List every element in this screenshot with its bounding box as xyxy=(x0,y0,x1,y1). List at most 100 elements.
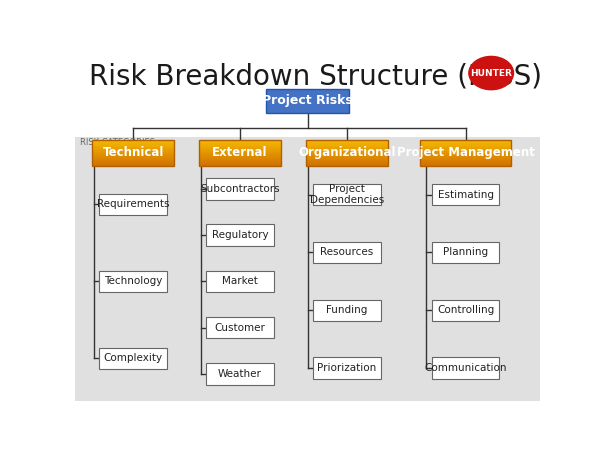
Bar xyxy=(92,140,174,166)
Bar xyxy=(199,154,281,155)
Bar xyxy=(92,161,174,162)
Bar xyxy=(420,140,511,166)
Bar xyxy=(420,163,511,164)
Bar xyxy=(420,159,511,161)
Bar xyxy=(307,151,388,152)
Bar xyxy=(92,144,174,145)
Bar xyxy=(313,184,381,205)
Bar xyxy=(199,151,281,152)
Text: Project
Dependencies: Project Dependencies xyxy=(310,184,384,206)
Bar xyxy=(206,178,274,200)
Bar xyxy=(307,146,388,147)
Bar xyxy=(199,164,281,165)
Bar xyxy=(266,89,349,113)
Bar xyxy=(199,158,281,159)
Text: Estimating: Estimating xyxy=(437,189,494,200)
Bar xyxy=(199,159,281,161)
Bar xyxy=(307,163,388,164)
Text: Customer: Customer xyxy=(215,323,266,333)
Bar xyxy=(199,160,281,162)
Bar xyxy=(199,148,281,149)
Bar xyxy=(420,158,511,159)
Bar xyxy=(420,145,511,146)
Bar xyxy=(307,142,388,143)
Bar xyxy=(92,155,174,156)
Bar xyxy=(420,157,511,158)
Text: Risk Breakdown Structure (RiBS): Risk Breakdown Structure (RiBS) xyxy=(89,63,542,90)
Bar xyxy=(420,154,511,155)
Bar xyxy=(199,157,281,158)
Text: External: External xyxy=(212,146,268,159)
Bar xyxy=(307,144,388,145)
Bar xyxy=(199,146,281,147)
Bar xyxy=(420,152,511,153)
Bar xyxy=(307,159,388,160)
Text: Organizational: Organizational xyxy=(298,146,396,159)
Bar xyxy=(92,164,174,165)
Bar xyxy=(199,159,281,160)
Bar xyxy=(92,165,174,166)
Text: Regulatory: Regulatory xyxy=(212,230,268,240)
Bar xyxy=(307,141,388,142)
Bar xyxy=(92,150,174,151)
Bar xyxy=(420,149,511,150)
Bar xyxy=(420,140,511,141)
Bar xyxy=(199,150,281,151)
Bar xyxy=(307,157,388,158)
Bar xyxy=(92,157,174,158)
Bar xyxy=(420,155,511,156)
Bar xyxy=(199,142,281,143)
Bar xyxy=(420,153,511,154)
Text: Project Management: Project Management xyxy=(397,146,535,159)
Bar xyxy=(307,155,388,156)
Bar xyxy=(206,270,274,292)
Text: Subcontractors: Subcontractors xyxy=(200,184,280,194)
Bar xyxy=(420,164,511,165)
Bar xyxy=(432,184,499,205)
Bar xyxy=(307,154,388,155)
Bar xyxy=(92,146,174,147)
Bar xyxy=(307,158,388,159)
Text: Technical: Technical xyxy=(103,146,164,159)
Text: Project Risks: Project Risks xyxy=(262,94,353,107)
Bar xyxy=(307,165,388,166)
Bar xyxy=(313,357,381,379)
Bar xyxy=(75,137,540,400)
Text: Controlling: Controlling xyxy=(437,305,494,315)
Bar xyxy=(206,363,274,385)
Bar xyxy=(92,159,174,161)
Bar xyxy=(420,146,511,147)
Bar xyxy=(199,140,281,166)
Bar xyxy=(92,156,174,157)
Text: Communication: Communication xyxy=(424,363,507,373)
Bar xyxy=(199,149,281,150)
Bar xyxy=(92,140,174,141)
Bar xyxy=(307,160,388,162)
Bar xyxy=(199,147,281,148)
Bar xyxy=(206,225,274,246)
Bar xyxy=(92,163,174,164)
Bar xyxy=(420,156,511,157)
Bar xyxy=(92,147,174,148)
Bar xyxy=(199,163,281,164)
Bar xyxy=(420,151,511,152)
Bar xyxy=(92,153,174,154)
Bar xyxy=(307,145,388,146)
Bar xyxy=(307,162,388,163)
Bar xyxy=(307,148,388,149)
Bar xyxy=(307,153,388,154)
Bar xyxy=(199,144,281,145)
Bar xyxy=(307,140,388,166)
Circle shape xyxy=(469,56,514,90)
Bar xyxy=(100,270,167,292)
Bar xyxy=(432,357,499,379)
Bar xyxy=(199,161,281,162)
Text: Funding: Funding xyxy=(326,305,368,315)
Bar xyxy=(420,143,511,144)
Bar xyxy=(420,165,511,166)
Bar xyxy=(420,160,511,162)
Bar xyxy=(420,161,511,162)
Bar xyxy=(199,140,281,141)
Text: Priorization: Priorization xyxy=(317,363,377,373)
Bar xyxy=(199,165,281,166)
